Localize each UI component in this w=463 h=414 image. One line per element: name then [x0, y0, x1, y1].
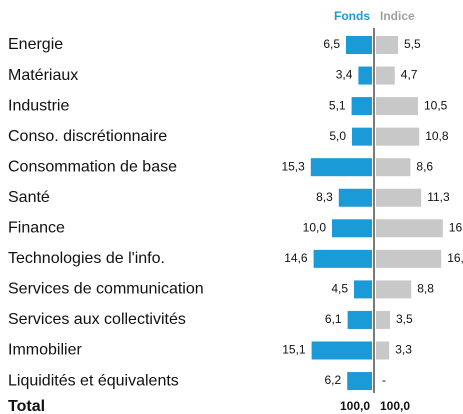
value-label: 16,3	[447, 251, 463, 265]
bar	[338, 188, 372, 207]
value-label: 5,0	[329, 129, 346, 143]
value-label: 8,8	[417, 282, 434, 296]
category-label: Services aux collectivités	[8, 311, 186, 328]
bar	[311, 341, 372, 360]
category-label: Industrie	[8, 97, 69, 114]
value-label: 4,5	[331, 282, 348, 296]
bar	[347, 372, 372, 391]
bar	[376, 341, 390, 360]
bar	[376, 249, 442, 268]
bar	[376, 219, 443, 238]
value-label: 6,5	[323, 37, 340, 51]
category-label: Consommation de base	[8, 158, 177, 175]
bar	[376, 310, 390, 329]
bar	[376, 280, 412, 299]
bar	[376, 36, 398, 54]
value-label: 15,1	[282, 343, 306, 357]
value-label: 11,3	[427, 190, 450, 204]
value-label: 8,6	[416, 159, 433, 173]
category-label: Liquidités et équivalents	[8, 372, 179, 389]
value-label: 15,3	[281, 159, 305, 173]
bar	[332, 219, 372, 238]
value-label: 14,6	[284, 251, 308, 265]
value-label: 6,1	[325, 312, 342, 326]
value-label: 10,5	[424, 98, 448, 112]
category-label: Matériaux	[8, 67, 78, 84]
category-label: Energie	[8, 36, 63, 53]
value-label: 3,3	[395, 343, 412, 357]
total-value: 100,0	[380, 399, 410, 413]
bar	[354, 280, 372, 299]
value-label: 3,4	[336, 68, 353, 82]
bar	[376, 127, 420, 146]
value-label: 5,1	[329, 98, 346, 112]
bar	[346, 36, 372, 54]
bar	[352, 127, 372, 146]
value-label: 8,3	[316, 190, 333, 204]
legend-label: Fonds	[334, 9, 370, 23]
category-label: Santé	[8, 189, 50, 206]
legend-label: Indice	[380, 9, 415, 23]
bar	[351, 97, 372, 116]
total-label: Total	[8, 398, 45, 414]
category-label: Technologies de l'info.	[8, 250, 165, 267]
category-label: Finance	[8, 220, 65, 237]
category-label: Conso. discrétionnaire	[8, 128, 167, 145]
value-label: 6,2	[325, 373, 342, 387]
bar	[376, 188, 422, 207]
bar	[313, 249, 372, 268]
bar	[376, 97, 418, 116]
bar	[310, 158, 372, 177]
value-label: 4,7	[401, 68, 418, 82]
value-label: -	[382, 373, 386, 387]
value-label: 10,0	[303, 220, 327, 234]
value-label: 16,7	[449, 220, 463, 234]
value-label: 10,8	[425, 129, 449, 143]
category-label: Services de communication	[8, 281, 204, 298]
category-label: Immobilier	[8, 342, 82, 359]
bar	[376, 158, 411, 177]
bar	[376, 66, 395, 85]
value-label: 3,5	[396, 312, 413, 326]
value-label: 5,5	[404, 37, 421, 51]
bar	[358, 66, 372, 85]
total-value: 100,0	[340, 399, 370, 413]
bar	[347, 310, 372, 329]
